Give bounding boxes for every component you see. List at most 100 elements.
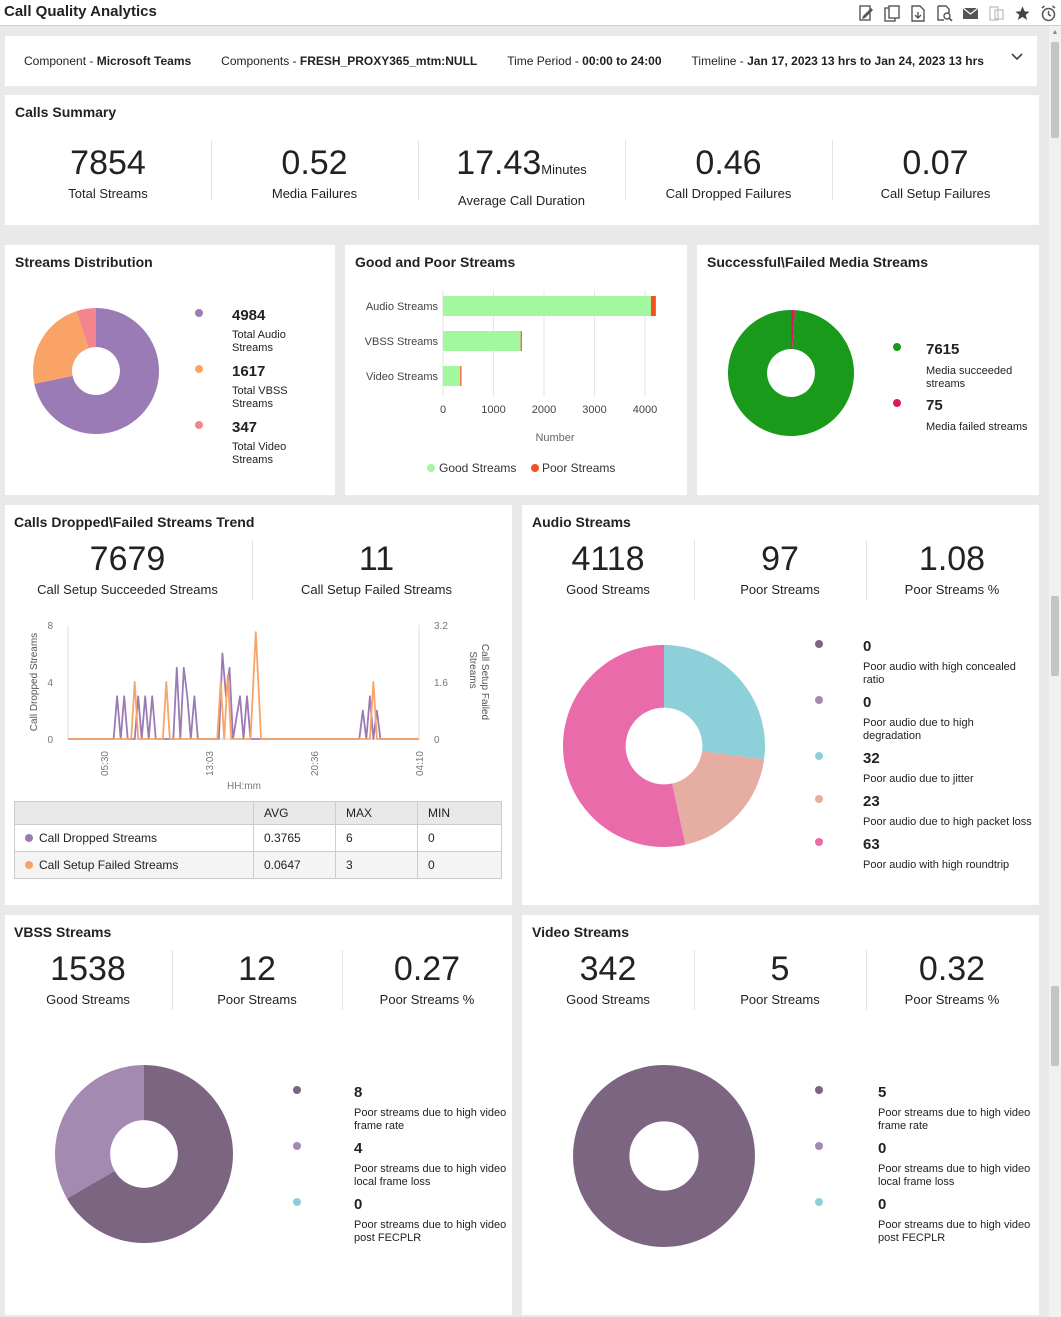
video-streams-legend: 5 Poor streams due to high video frame ra… [815,1083,1037,1253]
audio-streams-donut[interactable] [562,644,766,848]
video-streams-donut[interactable] [572,1064,756,1248]
legend-dot-icon [815,1086,823,1094]
stat-audio-poor: 97 Poor Streams [740,540,820,597]
scroll-thumb[interactable] [1051,986,1059,1066]
vbss-streams-legend: 8 Poor streams due to high video frame ra… [293,1083,511,1253]
donut-slice[interactable] [34,308,159,434]
stat-vbss-poor: 12 Poor Streams [217,950,297,1007]
preview-icon[interactable] [933,3,955,23]
y-category-label: VBSS Streams [365,336,439,348]
edit-report-icon[interactable] [855,3,877,23]
legend-dot-icon [893,343,901,351]
export-pdf-icon[interactable] [907,3,929,23]
legend-dot-icon [815,696,823,704]
x-tick-label: 2000 [532,404,556,416]
poor-streams-bar[interactable] [460,366,462,386]
page-scrollbar[interactable]: ▲ [1049,26,1061,1317]
donut-slice[interactable] [728,310,854,436]
donut-slice[interactable] [572,1064,756,1248]
x-tick-label: 05:30 [100,751,111,776]
y-left-tick-label: 4 [47,678,53,689]
media-streams-legend: 7615 Media succeeded streams 75 Media fai… [893,341,1038,441]
legend-poor-streams[interactable]: Poor Streams [542,461,615,475]
stat-call-dropped-failures: 0.46 Call Dropped Failures [665,144,792,201]
stat-video-poor-percent: 0.32 Poor Streams % [904,950,1000,1007]
table-row: Call Setup Failed Streams 0.0647 3 0 [14,851,502,879]
streams-distribution-donut[interactable] [32,307,160,435]
y-right-axis-label: Streams [467,651,478,688]
donut-slice[interactable] [791,310,795,350]
donut-slice[interactable] [76,308,96,349]
legend-dot-icon [815,1142,823,1150]
y-left-tick-label: 8 [47,621,53,632]
donut-slice[interactable] [33,311,89,384]
donut-slice[interactable] [66,1065,233,1243]
share-icon[interactable] [985,3,1007,23]
x-tick-label: 13:03 [205,751,216,776]
series-line[interactable] [68,631,419,740]
filter-time-period: Time Period - 00:00 to 24:00 [507,54,662,68]
series-line[interactable] [68,652,419,740]
legend-dot-icon [293,1086,301,1094]
legend-dot-icon [815,640,823,648]
poor-streams-bar[interactable] [650,296,656,316]
legend-dot-icon [293,1198,301,1206]
scroll-thumb[interactable] [1051,42,1059,138]
media-streams-panel: Successful\Failed Media Streams 7615 Med… [697,245,1039,495]
panel-title: Calls Summary [15,104,117,120]
panel-title: Video Streams [532,924,630,940]
good-streams-bar[interactable] [443,331,521,351]
app-title: Call Quality Analytics [4,3,157,20]
stat-video-good: 342 Good Streams [566,950,650,1007]
x-tick-label: 20:36 [310,751,321,776]
trend-summary-table: AVG MAX MIN Call Dropped Streams 0.3765 … [14,801,502,879]
video-streams-panel: Video Streams 342 Good Streams 5 Poor St… [522,915,1039,1315]
donut-slice[interactable] [55,1065,144,1199]
donut-slice[interactable] [562,645,686,847]
poor-streams-bar[interactable] [520,331,522,351]
copy-report-icon[interactable] [881,3,903,23]
good-poor-bar-chart[interactable]: 0 1000 2000 3000 4000 Audio Streams VBSS Strea… [345,285,687,485]
stat-average-call-duration: 17.43Minutes Average Call Duration [456,144,587,208]
stat-call-setup-failed: 11 Call Setup Failed Streams [300,540,452,597]
x-axis-label: Number [535,432,574,444]
legend-dot-icon [195,421,203,429]
panel-title: VBSS Streams [14,924,112,940]
legend-dot-icon [195,309,203,317]
favorite-star-icon[interactable] [1011,3,1033,23]
scroll-up-icon[interactable]: ▲ [1051,28,1059,36]
legend-dot-icon [293,1142,301,1150]
good-streams-bar[interactable] [443,366,461,386]
filter-timeline: Timeline - Jan 17, 2023 13 hrs to Jan 24… [691,54,984,68]
panel-title: Calls Dropped\Failed Streams Trend [14,514,255,530]
good-streams-bar[interactable] [443,296,651,316]
chevron-down-icon[interactable] [1011,50,1023,64]
x-tick-label: 0 [440,404,446,416]
stat-video-poor: 5 Poor Streams [740,950,820,1007]
email-icon[interactable] [959,3,981,23]
table-header-row: AVG MAX MIN [14,801,502,825]
x-tick-label: 1000 [481,404,505,416]
legend-dot-icon [893,399,901,407]
vbss-streams-panel: VBSS Streams 1538 Good Streams 12 Poor S… [5,915,512,1315]
legend-dot-icon [815,752,823,760]
streams-distribution-panel: Streams Distribution 4984 Total Audio Str… [5,245,335,495]
media-streams-donut[interactable] [727,309,855,437]
legend-dot-icon [531,464,539,472]
y-right-tick-label: 0 [434,735,440,746]
trend-line-chart[interactable]: 8 4 0 3.2 1.6 0 05:30 13:03 20:36 04:10 HH:mm Call … [5,613,512,798]
scroll-thumb[interactable] [1051,596,1059,676]
donut-slice[interactable] [672,751,765,845]
panel-title: Successful\Failed Media Streams [707,254,928,270]
x-tick-label: 04:10 [415,751,426,776]
vbss-streams-donut[interactable] [54,1064,234,1244]
y-category-label: Audio Streams [366,301,439,313]
legend-good-streams[interactable]: Good Streams [439,461,516,475]
panel-title: Streams Distribution [15,254,153,270]
y-right-axis-label: Call Setup Failed [479,644,490,720]
panel-title: Audio Streams [532,514,631,530]
stat-vbss-poor-percent: 0.27 Poor Streams % [379,950,475,1007]
legend-dot-icon [427,464,435,472]
schedule-alarm-icon[interactable] [1037,3,1059,23]
donut-slice[interactable] [664,645,765,760]
